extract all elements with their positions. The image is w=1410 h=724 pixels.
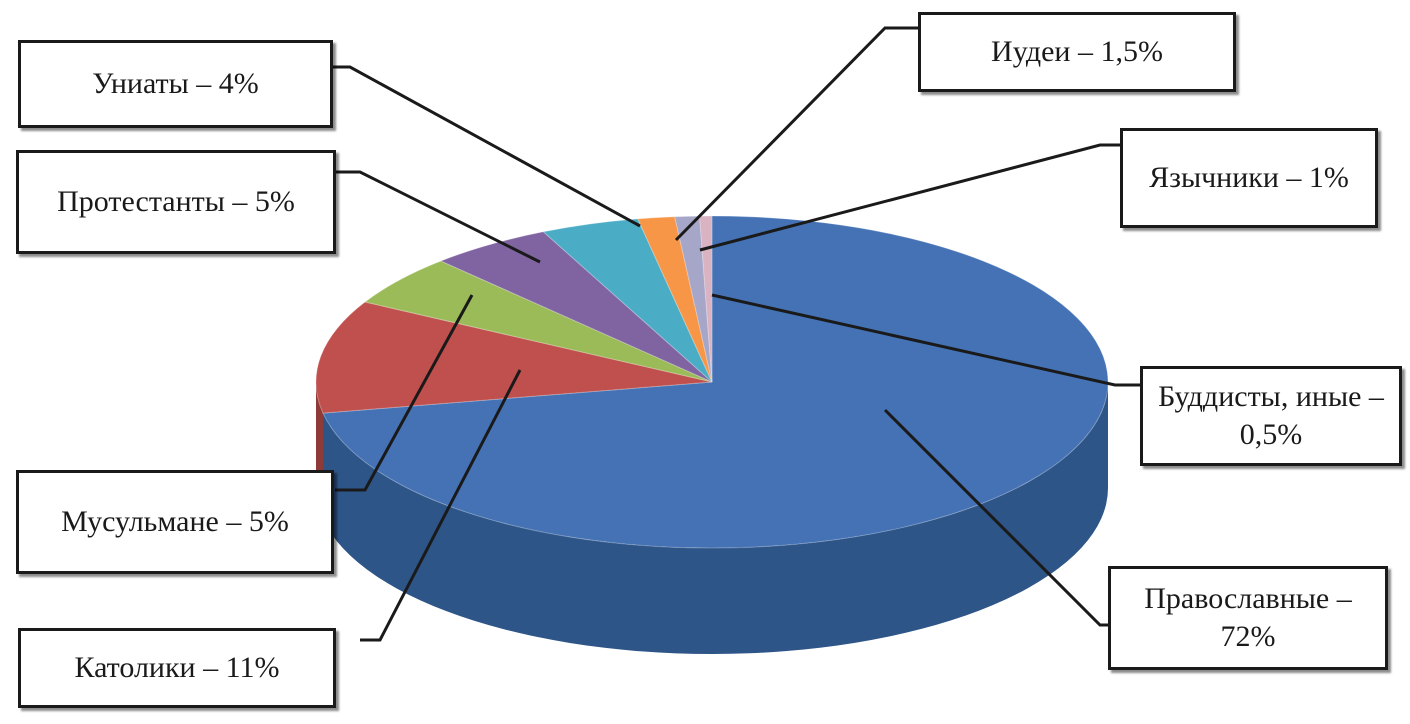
- pie-slice-protestants: [439, 231, 713, 383]
- pie-side-orthodox: [323, 382, 1109, 655]
- pie-slice-muslims: [363, 260, 713, 383]
- data-label-uniates: Униаты – 4%: [18, 40, 333, 128]
- leader-line-orthodox: [883, 408, 1110, 627]
- leader-lines: [330, 26, 1140, 642]
- leader-line-uniates: [330, 65, 641, 228]
- data-label-jews: Иудеи – 1,5%: [918, 12, 1236, 92]
- leader-line-protestants: [335, 170, 541, 264]
- pie-slice-jews: [637, 216, 713, 383]
- data-label-protestants: Протестанты – 5%: [16, 150, 336, 254]
- pie-slice-orthodox: [322, 215, 1109, 549]
- leader-line-catholics: [360, 369, 522, 642]
- leader-line-jews: [674, 26, 920, 242]
- pie-slice-uniates: [542, 218, 713, 383]
- data-label-muslims: Мусульмане – 5%: [16, 470, 334, 574]
- pie-slice-catholics: [315, 301, 713, 414]
- leader-line-pagans: [699, 143, 1120, 252]
- data-label-orthodox: Православные – 72%: [1108, 566, 1388, 670]
- data-label-catholics: Католики – 11%: [18, 628, 336, 708]
- leader-line-muslims: [335, 294, 474, 492]
- leader-line-buddhists: [711, 293, 1140, 387]
- data-label-buddhists: Буддисты, иные – 0,5%: [1140, 366, 1402, 466]
- slice-layer: [315, 215, 1109, 655]
- data-label-pagans: Язычники – 1%: [1120, 128, 1378, 228]
